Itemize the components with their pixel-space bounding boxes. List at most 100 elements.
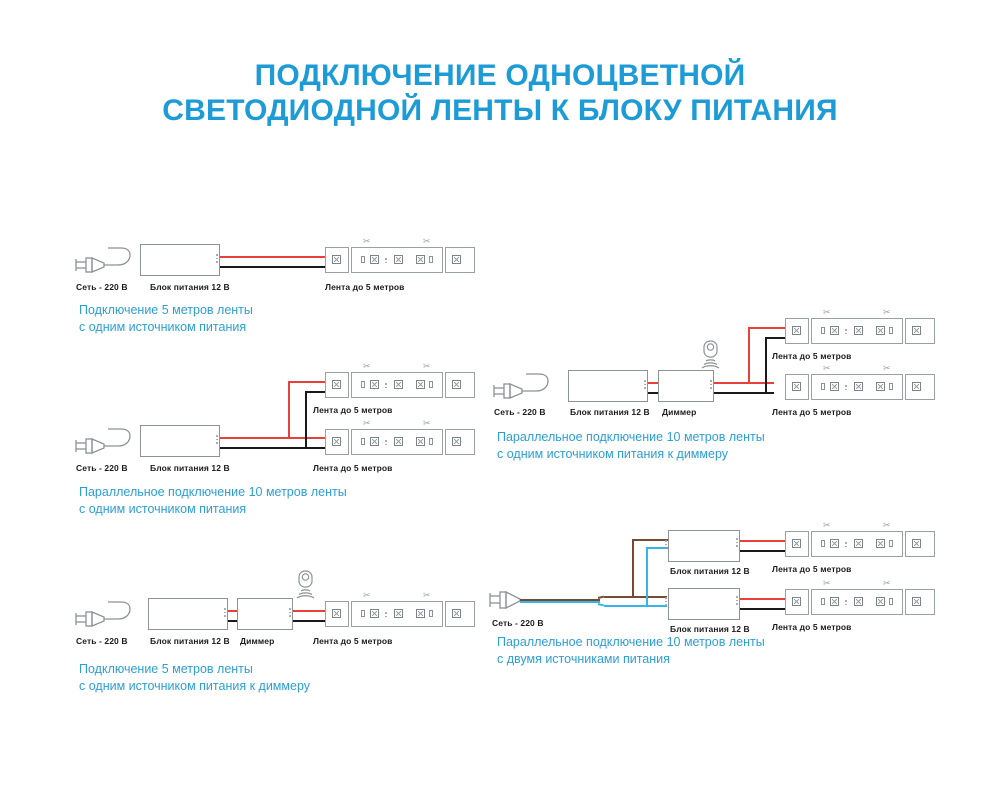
psu-box [668,530,740,562]
strip-dots [845,600,847,607]
psu-terminal-dots [736,596,738,607]
power-plug-icon [75,247,131,273]
scissors-cut-mark-icon: ✂ [823,363,831,373]
label-psu: Блок питания 12 В [570,407,650,417]
led-chip-icon [876,597,885,606]
psu-box [140,244,220,276]
power-plug-icon [75,601,131,627]
led-strip-segment [811,531,903,557]
led-strip-segment [905,374,935,400]
psu-box [568,370,648,402]
resistor-icon [889,327,893,334]
label-strip: Лента до 5 метров [313,405,393,415]
caption-parallel-10m-two-psu: Параллельное подключение 10 метров ленты… [497,634,765,668]
led-strip-segment [905,589,935,615]
wire-positive [648,382,658,384]
resistor-icon [889,383,893,390]
led-chip-icon [854,382,863,391]
wire-positive [293,610,325,612]
strip-dots [845,329,847,336]
wire-negative [228,620,237,622]
led-chip-icon [332,255,341,264]
resistor-icon [429,610,433,617]
label-psu: Блок питания 12 В [150,463,230,473]
power-plug-icon [75,428,131,454]
wire-positive [740,540,785,542]
power-plug-icon [489,590,521,610]
psu-input-dots [665,597,667,608]
led-chip-icon [854,539,863,548]
caption-single-5m-one-psu: Подключение 5 метров ленты с одним источ… [79,302,253,336]
resistor-icon [821,598,825,605]
caption-line-1: Параллельное подключение 10 метров ленты [497,430,765,444]
scissors-cut-mark-icon: ✂ [423,418,431,428]
psu-terminal-dots [216,254,218,265]
psu-terminal-dots [736,538,738,549]
led-chip-icon [830,539,839,548]
wire-neutral-blue [520,601,600,603]
wire-line-brown [520,599,600,601]
led-strip-segment [351,247,443,273]
led-strip-segment [351,429,443,455]
label-strip: Лента до 5 метров [313,636,393,646]
led-strip-segment [351,601,443,627]
wire-negative [293,620,325,622]
caption-line-2: с одним источником питания к диммеру [497,447,728,461]
led-chip-icon [416,380,425,389]
led-strip-segment [785,318,809,344]
resistor-icon [821,327,825,334]
wire-negative [220,266,325,268]
led-chip-icon [792,326,801,335]
power-plug-icon [493,373,549,399]
led-strip-segment [445,429,475,455]
led-strip-segment [785,589,809,615]
wire-line-brown [604,596,667,598]
led-strip-segment [905,531,935,557]
wire-neutral-blue-riser [646,547,648,606]
caption-line-1: Параллельное подключение 10 метров ленты [497,635,765,649]
led-chip-icon [332,380,341,389]
resistor-icon [361,438,365,445]
scissors-cut-mark-icon: ✂ [423,361,431,371]
label-strip: Лента до 5 метров [772,564,852,574]
scissors-cut-mark-icon: ✂ [423,236,431,246]
caption-line-1: Параллельное подключение 10 метров ленты [79,485,347,499]
label-psu: Блок питания 12 В [670,624,750,634]
psu-box [140,425,220,457]
strip-dots [385,383,387,390]
label-strip: Лента до 5 метров [772,351,852,361]
led-chip-icon [830,382,839,391]
scissors-cut-mark-icon: ✂ [823,520,831,530]
label-mains: Сеть - 220 В [76,282,128,292]
resistor-icon [429,438,433,445]
led-chip-icon [912,326,921,335]
led-chip-icon [792,539,801,548]
wire-positive [714,382,774,384]
led-strip-segment [905,318,935,344]
led-strip-segment [325,372,349,398]
led-chip-icon [452,255,461,264]
scissors-cut-mark-icon: ✂ [363,236,371,246]
label-strip: Лента до 5 метров [772,622,852,632]
led-chip-icon [370,255,379,264]
wire-neutral-blue [604,605,667,607]
strip-dots [385,612,387,619]
led-strip-segment [811,318,903,344]
scissors-cut-mark-icon: ✂ [363,361,371,371]
caption-parallel-10m-one-psu-dimmer: Параллельное подключение 10 метров ленты… [497,429,765,463]
wire-line-brown [597,595,605,599]
dimmer-terminal-dots [710,380,712,391]
label-mains: Сеть - 220 В [492,618,544,628]
ir-remote-icon [701,340,720,369]
wire-negative [740,550,785,552]
scissors-cut-mark-icon: ✂ [883,520,891,530]
led-chip-icon [830,597,839,606]
wire-negative [648,392,658,394]
dimmer-terminal-dots [289,608,291,619]
led-chip-icon [416,609,425,618]
led-strip-segment [445,247,475,273]
label-psu: Блок питания 12 В [150,282,230,292]
wire-neutral-blue [597,603,605,607]
page-title-line-1: ПОДКЛЮЧЕНИЕ ОДНОЦВЕТНОЙ [254,59,746,92]
